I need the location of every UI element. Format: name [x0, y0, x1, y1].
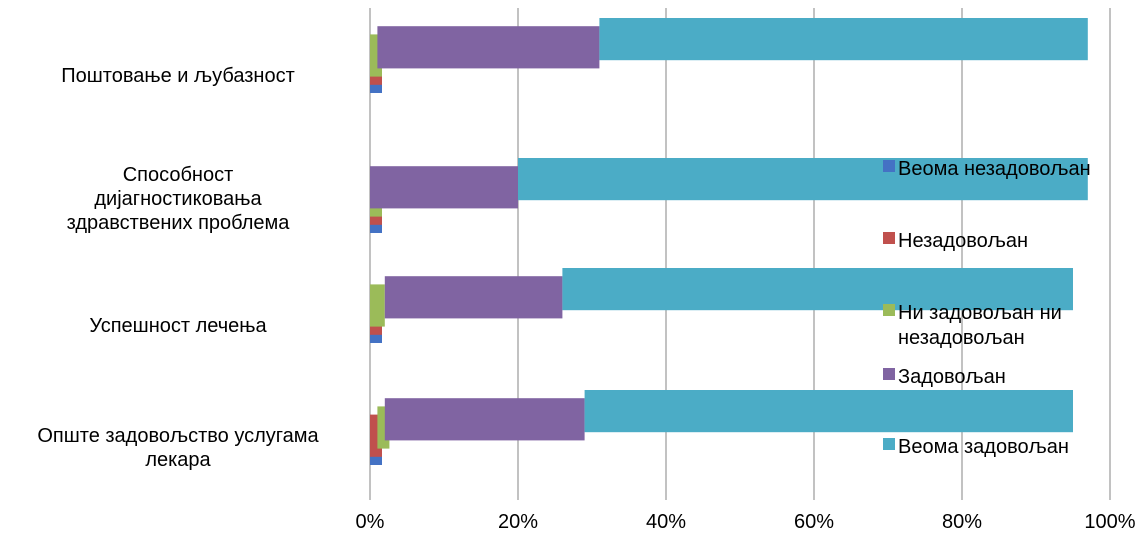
x-tick-label: 0% [356, 511, 385, 533]
bar-segment [384, 398, 585, 441]
legend-label: Незадовољан [898, 230, 1028, 252]
legend-label: Веома незадовољан [898, 158, 1091, 180]
x-tick-label: 80% [942, 511, 982, 533]
bar-segment [599, 18, 1088, 61]
category-label: Поштовање и љубазност [61, 65, 295, 87]
x-tick-label: 60% [794, 511, 834, 533]
category-labels: Поштовање и љубазност Способност дијагност… [37, 65, 319, 471]
legend-label: Ни задовољан ни незадовољан [898, 302, 1062, 349]
x-tick-labels: 0% 20% 40% 60% 80% 100% [356, 511, 1136, 533]
legend-swatch [883, 438, 895, 450]
legend-swatch [883, 368, 895, 380]
category-label: Способност дијагностиковања здравствених п… [67, 164, 291, 234]
x-tick-label: 20% [498, 511, 538, 533]
bar-segment [377, 26, 600, 69]
x-tick-label: 40% [646, 511, 686, 533]
legend-label: Задовољан [898, 366, 1006, 388]
bar-segment [384, 276, 563, 319]
legend-label: Веома задовољан [898, 436, 1069, 458]
legend-swatch [883, 232, 895, 244]
category-label: Успешност лечења [89, 315, 267, 337]
bar-segment [518, 158, 1088, 201]
bar-segment [370, 284, 385, 327]
legend: Веома незадовољан Незадовољан Ни задовољан… [883, 158, 1091, 458]
bar-segment [562, 268, 1073, 311]
bars [370, 18, 1088, 465]
category-label: Опште задовољство услугама лекара [37, 425, 319, 471]
bar-segment [584, 390, 1073, 433]
x-tick-label: 100% [1084, 511, 1135, 533]
bar-segment [370, 166, 518, 209]
legend-swatch [883, 160, 895, 172]
legend-swatch [883, 304, 895, 316]
